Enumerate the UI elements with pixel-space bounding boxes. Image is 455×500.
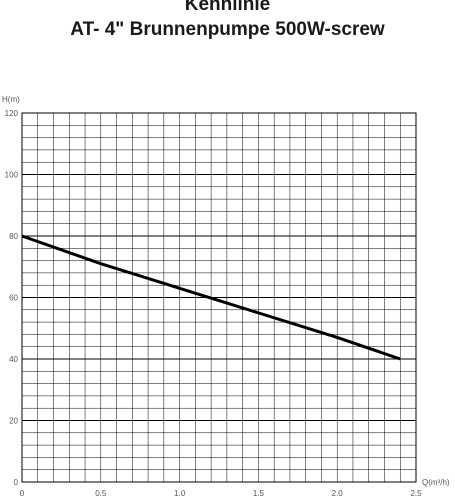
- y-tick-label: 120: [5, 109, 19, 118]
- y-tick-label: 20: [9, 417, 18, 426]
- tick-labels: 0 20 40 60 80 100 120 0 0.5 1.0 1.5 2.0 2.5: [5, 109, 422, 498]
- y-tick-label: 100: [5, 171, 19, 180]
- plot-frame: [21, 112, 417, 483]
- x-tick-label: 2.0: [332, 489, 344, 498]
- y-tick-label: 60: [9, 294, 18, 303]
- y-tick-label: 80: [9, 232, 18, 241]
- y-tick-label: 40: [9, 355, 18, 364]
- series-line: [21, 234, 401, 361]
- x-tick-label: 0.5: [95, 489, 107, 498]
- x-axis-label: Q(m³/h): [422, 478, 450, 487]
- series-layer: [21, 234, 401, 361]
- chart-title-line-2: AT- 4" Brunnenpumpe 500W-screw: [70, 19, 385, 40]
- x-tick-label: 2.5: [410, 489, 422, 498]
- chart-title-line-1: Kennlinie: [184, 0, 271, 15]
- grid: [21, 112, 417, 483]
- y-axis-label: H(m): [2, 95, 20, 104]
- x-tick-label: 0: [20, 489, 25, 498]
- y-tick-label: 0: [14, 478, 19, 487]
- x-tick-label: 1.5: [253, 489, 265, 498]
- x-tick-label: 1.0: [174, 489, 186, 498]
